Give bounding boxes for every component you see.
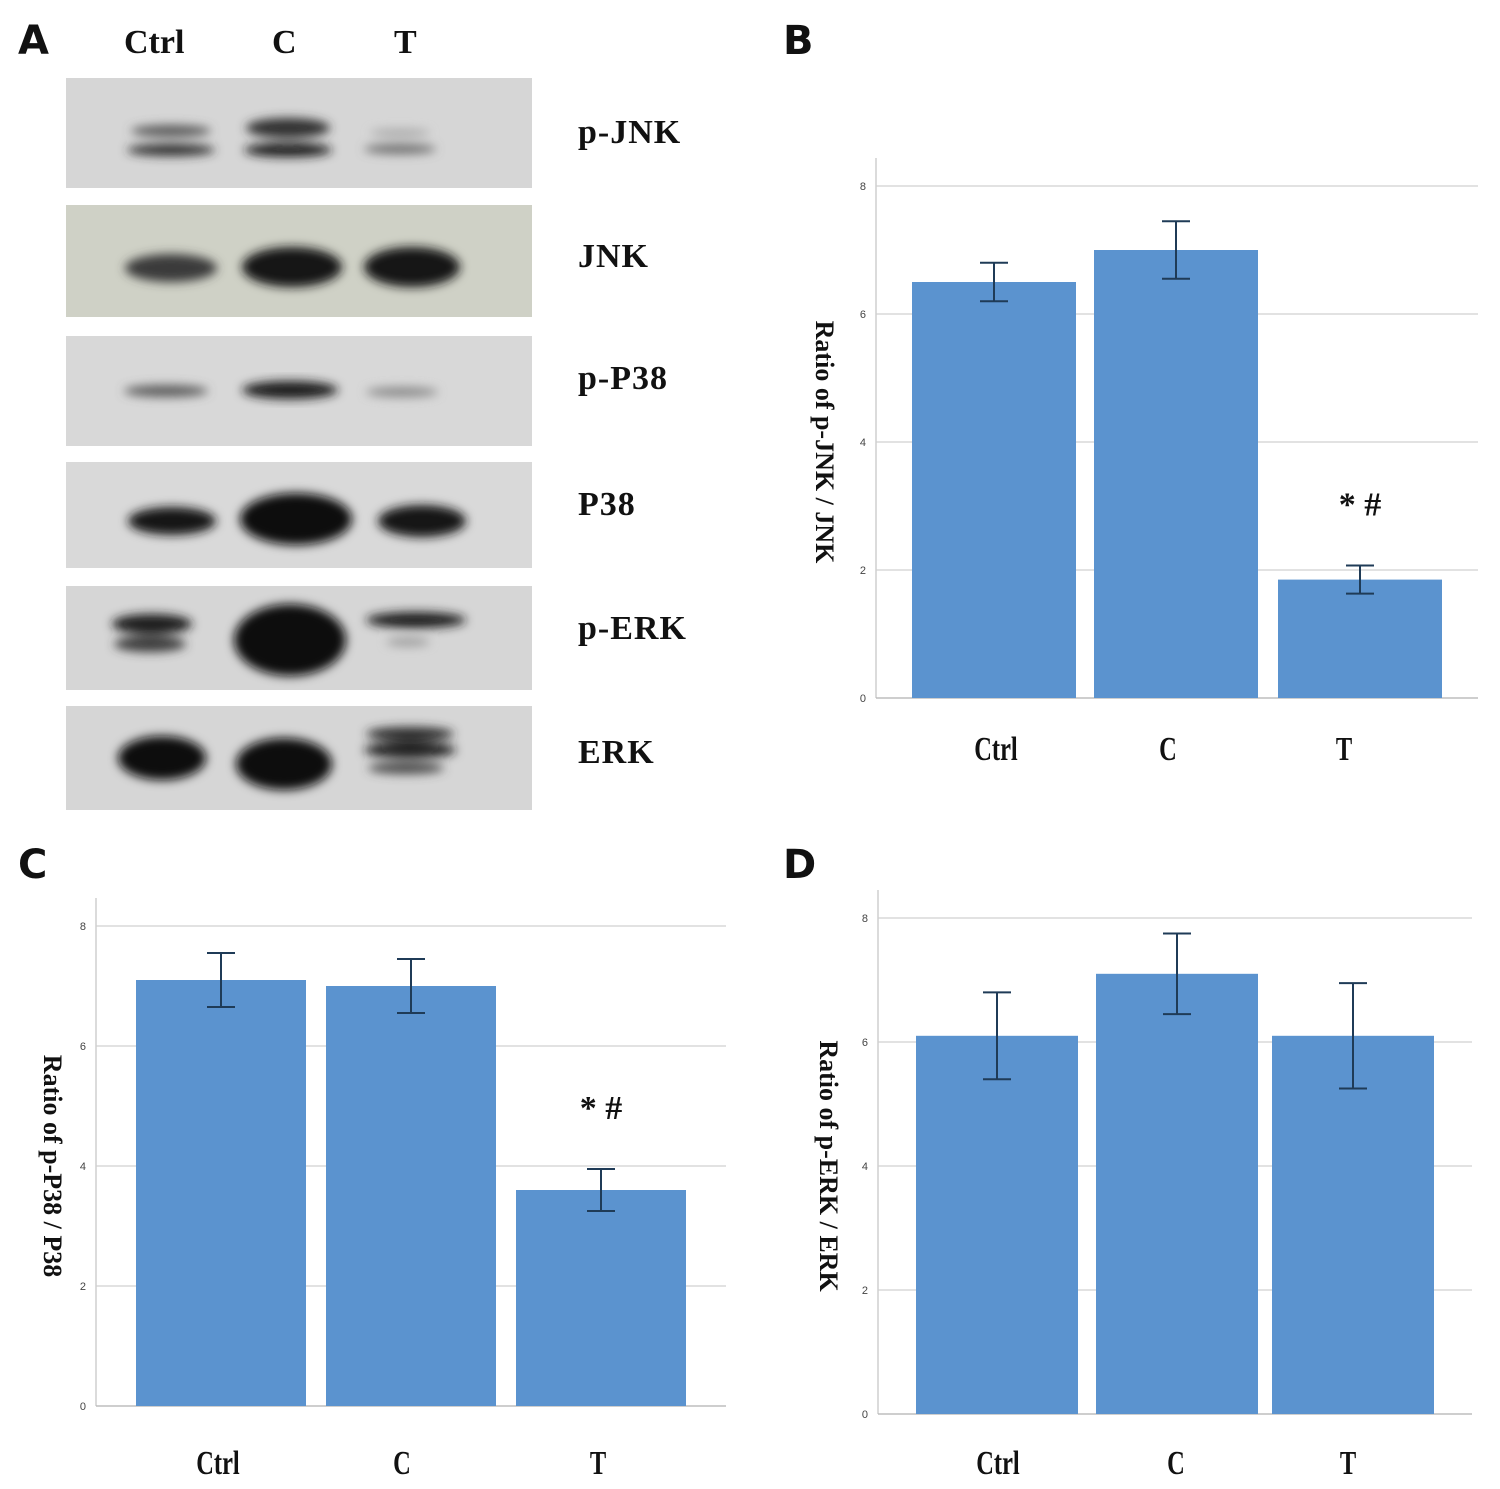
lane-label-t: T (394, 24, 417, 61)
bar-c (326, 986, 496, 1406)
lane-label-ctrl: Ctrl (124, 24, 185, 61)
x-tick-label-c: C (1159, 731, 1177, 768)
y-tick-label: 6 (862, 1037, 868, 1049)
y-axis-label: Ratio of p-JNK / JNK (810, 321, 839, 564)
chart-panel-d: 0 2 4 6 8 Ctrl C T Ratio of p-ERK / ERK (814, 890, 1472, 1482)
bar-ctrl (912, 282, 1076, 698)
x-tick-label-ctrl: Ctrl (976, 1445, 1019, 1482)
y-axis-label: Ratio of p-ERK / ERK (814, 1040, 843, 1292)
bar-t (1272, 1035, 1434, 1414)
error-bar-c (1162, 220, 1190, 280)
x-tick-label-t: T (1340, 1445, 1357, 1482)
y-tick-label: 8 (862, 913, 868, 925)
y-axis-label: Ratio of p-P38 / P38 (38, 1055, 67, 1277)
blot-strip-p-p38 (66, 336, 532, 446)
bar-c (1096, 973, 1258, 1414)
blot-strip-p38 (66, 462, 532, 568)
x-tick-label-c: C (393, 1445, 411, 1482)
error-bar-t (1339, 982, 1367, 1090)
y-tick-label: 6 (80, 1041, 86, 1053)
y-tick-label: 0 (860, 693, 866, 705)
error-bar-t (587, 1168, 615, 1212)
y-tick-label: 2 (862, 1285, 868, 1297)
bar-ctrl (136, 980, 306, 1406)
panel-letter-b: B (783, 18, 814, 64)
y-tick-label: 4 (862, 1161, 868, 1173)
chart-panel-b: 0 2 4 6 8 Ctrl C T * # Ratio of p-JNK / JNK (810, 158, 1478, 768)
error-bar-c (1163, 932, 1191, 1016)
y-tick-label: 2 (860, 565, 866, 577)
lane-label-c: C (272, 24, 297, 61)
error-bar-c (397, 958, 425, 1014)
y-tick-label: 4 (80, 1161, 86, 1173)
x-tick-label-c: C (1167, 1445, 1185, 1482)
blot-strip-p-jnk (66, 78, 532, 188)
chart-panel-c: 0 2 4 6 8 Ctrl C T * # Ratio of p-P38 / P38 (38, 898, 726, 1482)
bar-t (516, 1190, 686, 1406)
y-tick-label: 8 (80, 921, 86, 933)
blot-label-jnk: JNK (578, 238, 649, 275)
blot-label-p-p38: p-P38 (578, 360, 668, 397)
error-bar-ctrl (207, 952, 235, 1008)
blot-label-p-jnk: p-JNK (578, 114, 682, 151)
significance-annotation: * # (580, 1090, 623, 1127)
panel-letter-d: D (783, 842, 817, 888)
y-tick-label: 8 (860, 181, 866, 193)
x-tick-label-ctrl: Ctrl (196, 1445, 239, 1482)
y-tick-label: 6 (860, 309, 866, 321)
blot-strip-jnk (66, 205, 532, 317)
significance-annotation: * # (1339, 487, 1382, 524)
x-tick-label-t: T (590, 1445, 607, 1482)
y-tick-label: 0 (862, 1409, 868, 1421)
x-tick-label-t: T (1336, 731, 1353, 768)
y-tick-label: 2 (80, 1281, 86, 1293)
panel-letter-a: A (18, 18, 49, 64)
blot-label-erk: ERK (578, 734, 655, 771)
y-tick-label: 0 (80, 1401, 86, 1413)
blot-strip-erk (66, 706, 532, 810)
y-tick-label: 4 (860, 437, 866, 449)
bar-ctrl (916, 1035, 1078, 1414)
blot-label-p38: P38 (578, 486, 636, 523)
bar-t (1278, 579, 1442, 698)
error-bar-ctrl (983, 991, 1011, 1081)
panel-letter-c: C (18, 842, 48, 888)
blot-label-p-erk: p-ERK (578, 610, 687, 647)
blot-strip-p-erk (66, 586, 532, 690)
error-bar-t (1346, 564, 1374, 595)
error-bar-ctrl (980, 261, 1008, 303)
x-tick-label-ctrl: Ctrl (974, 731, 1017, 768)
bar-c (1094, 250, 1258, 698)
